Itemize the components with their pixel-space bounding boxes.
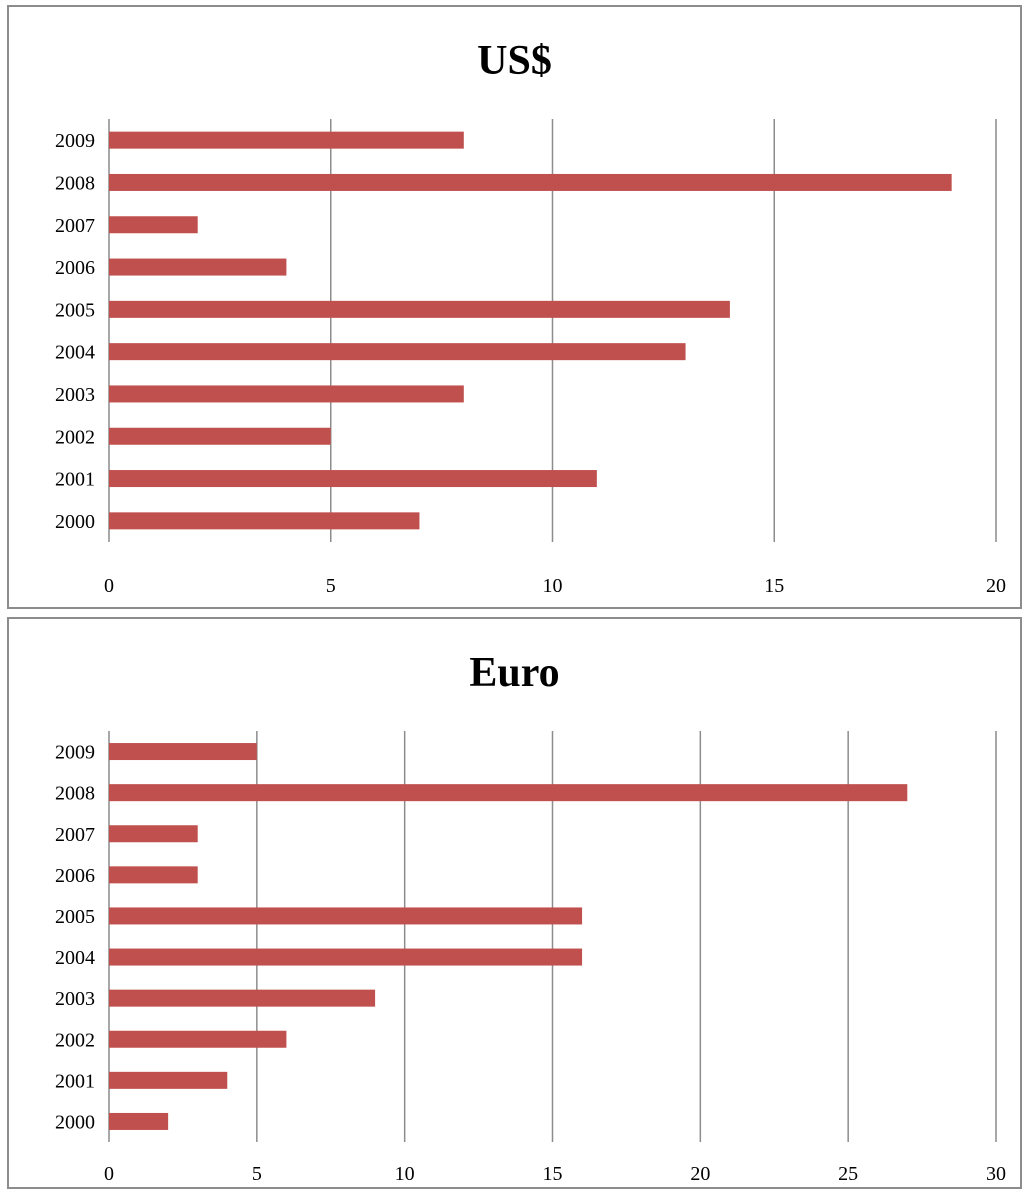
x-tick-label: 5 xyxy=(326,575,336,597)
euro-chart-panel: Euro 2000 2001 2002 2003 2004 2005 2006 2007 200… xyxy=(7,617,1022,1189)
y-tick-label: 2000 xyxy=(55,1111,95,1133)
bar-2004 xyxy=(109,948,583,966)
bar-2005 xyxy=(109,300,730,318)
bar-2007 xyxy=(109,216,198,234)
bar-2006 xyxy=(109,258,287,276)
bar-2006 xyxy=(109,866,198,884)
y-tick-label: 2004 xyxy=(55,342,95,364)
x-tick-label: 20 xyxy=(690,1163,710,1185)
chart-title: US$ xyxy=(477,38,552,84)
bar-2009 xyxy=(109,131,464,149)
chart-title: Euro xyxy=(469,650,560,696)
bar-2003 xyxy=(109,989,376,1007)
x-tick-label: 10 xyxy=(395,1163,415,1185)
bar-2008 xyxy=(109,173,952,191)
euro-bar-chart: 2000200120022003200420052006200720082009… xyxy=(55,731,1006,1185)
bar-2000 xyxy=(109,512,420,530)
y-tick-label: 2009 xyxy=(55,130,95,152)
y-tick-label: 2001 xyxy=(55,1070,95,1092)
y-tick-label: 2008 xyxy=(55,783,95,805)
x-tick-label: 15 xyxy=(764,575,784,597)
y-tick-label: 2003 xyxy=(55,988,95,1010)
bar-2009 xyxy=(109,743,257,761)
bar-2002 xyxy=(109,1030,287,1048)
bar-2008 xyxy=(109,784,908,802)
y-tick-label: 2007 xyxy=(55,824,95,846)
x-tick-label: 0 xyxy=(104,1163,114,1185)
x-tick-label: 20 xyxy=(986,575,1006,597)
x-tick-label: 25 xyxy=(838,1163,858,1185)
bar-2002 xyxy=(109,427,331,445)
y-tick-label: 2007 xyxy=(55,215,95,237)
y-tick-label: 2005 xyxy=(55,906,95,928)
x-tick-label: 10 xyxy=(543,575,563,597)
bar-2000 xyxy=(109,1112,169,1130)
y-tick-label: 2002 xyxy=(55,426,95,448)
bar-2007 xyxy=(109,825,198,843)
y-tick-label: 2006 xyxy=(55,865,95,887)
y-tick-label: 2005 xyxy=(55,299,95,321)
y-tick-label: 2002 xyxy=(55,1029,95,1051)
x-tick-label: 15 xyxy=(543,1163,563,1185)
y-tick-label: 2001 xyxy=(55,469,95,491)
usd-bar-chart: 2000200120022003200420052006200720082009… xyxy=(55,119,1006,597)
y-tick-label: 2008 xyxy=(55,172,95,194)
bar-2005 xyxy=(109,907,583,925)
y-tick-label: 2003 xyxy=(55,384,95,406)
usd-chart-panel: US$ 2000 2001 2002 2003 2004 2005 2006 2007 2008… xyxy=(7,5,1022,609)
bar-2001 xyxy=(109,470,597,488)
y-tick-label: 2000 xyxy=(55,511,95,533)
x-tick-label: 30 xyxy=(986,1163,1006,1185)
x-tick-label: 5 xyxy=(252,1163,262,1185)
bar-2003 xyxy=(109,385,464,403)
bar-2001 xyxy=(109,1071,228,1089)
bar-2004 xyxy=(109,343,686,361)
x-tick-label: 0 xyxy=(104,575,114,597)
y-tick-label: 2009 xyxy=(55,742,95,764)
y-tick-label: 2006 xyxy=(55,257,95,279)
y-tick-label: 2004 xyxy=(55,947,95,969)
